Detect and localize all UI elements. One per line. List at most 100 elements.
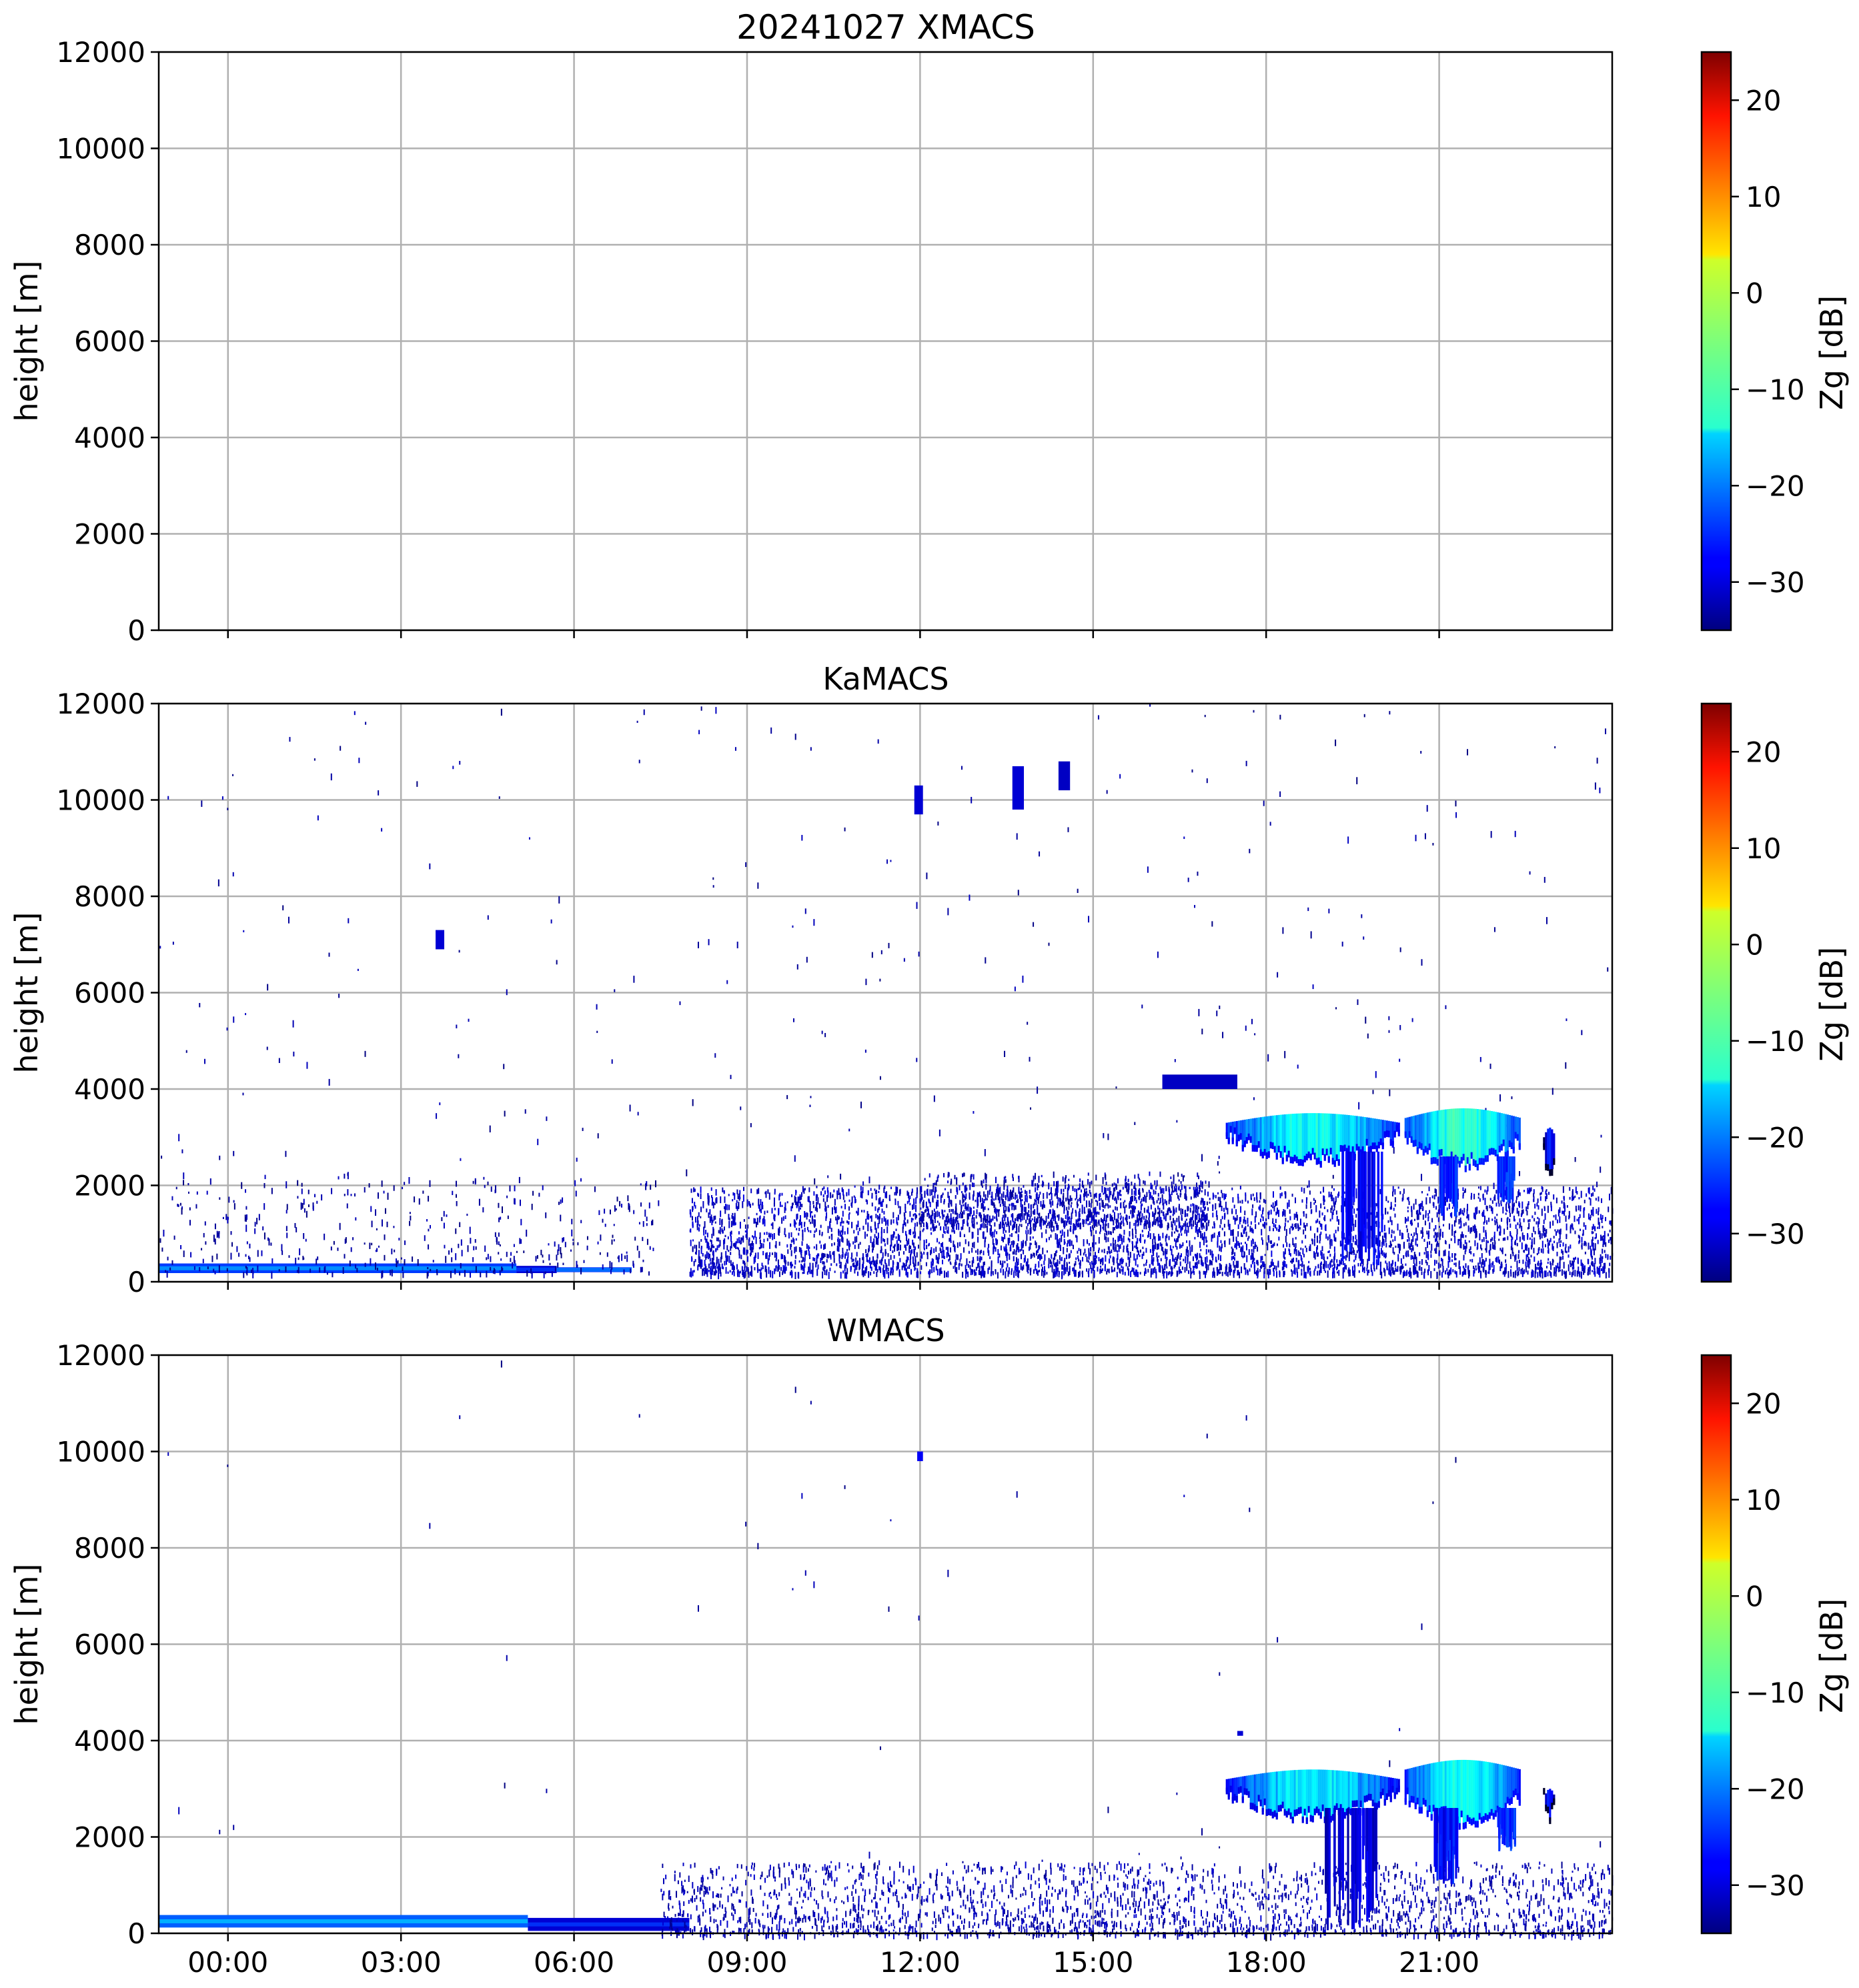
colorbar: 20 10 0 −10 −20 −30 Zg [dB] xyxy=(1700,51,1850,632)
echo-patch xyxy=(1058,761,1071,791)
colorbar-tick-label: −30 xyxy=(1746,566,1805,599)
echo-patch xyxy=(1237,1731,1243,1736)
panel-xmacs: 20241027 XMACS 0 2000 4000 6000 8000 10000 120… xyxy=(9,8,1850,647)
y-tick-label: 6000 xyxy=(74,977,145,1010)
colorbar-tick-label: −10 xyxy=(1746,373,1805,406)
colorbar: 20 10 0 −10 −20 −30 Zg [dB] xyxy=(1700,702,1850,1283)
y-tick-label: 8000 xyxy=(74,1532,145,1565)
colorbar-gradient xyxy=(1702,704,1731,1282)
echo-patch xyxy=(1012,766,1025,810)
echo-fallstreak xyxy=(1439,1156,1458,1217)
colorbar-tick-label: −20 xyxy=(1746,1773,1805,1805)
echo-speckle xyxy=(159,704,1609,1192)
colorbar-label: Zg [dB] xyxy=(1814,295,1850,410)
echo-fallstreak xyxy=(1497,1156,1515,1204)
colorbar-label: Zg [dB] xyxy=(1814,947,1850,1062)
echo-cloud xyxy=(1543,1127,1556,1176)
colorbar-label: Zg [dB] xyxy=(1814,1599,1850,1713)
x-tick-label: 00:00 xyxy=(187,1946,268,1979)
x-tick-label: 12:00 xyxy=(880,1946,961,1979)
x-tick-label: 06:00 xyxy=(534,1946,614,1979)
echo-cloud xyxy=(1225,1769,1400,1825)
colorbar-tick-label: 20 xyxy=(1746,1387,1781,1420)
colorbar-frame xyxy=(1700,702,1732,1283)
x-tick-label: 18:00 xyxy=(1226,1946,1307,1979)
x-tick-label: 09:00 xyxy=(706,1946,787,1979)
x-tick-label: 15:00 xyxy=(1053,1946,1133,1979)
echo-patch xyxy=(914,785,923,815)
colorbar-frame xyxy=(1700,1354,1732,1935)
colorbar-tick-label: −20 xyxy=(1746,1121,1805,1154)
echo-speckle xyxy=(159,1176,660,1279)
echo-patch xyxy=(917,1451,923,1461)
colorbar-tick-label: 10 xyxy=(1746,832,1781,865)
y-tick-label: 6000 xyxy=(74,325,145,358)
panel-title: 20241027 XMACS xyxy=(736,8,1035,47)
y-tick-label: 8000 xyxy=(74,880,145,913)
colorbar-tick-label: 20 xyxy=(1746,736,1781,768)
echo-speckle xyxy=(920,1171,1210,1232)
x-tick-label: 03:00 xyxy=(361,1946,442,1979)
echo-speckle xyxy=(167,1360,1602,1865)
echo-fallstreak xyxy=(1341,1151,1383,1266)
colorbar-tick-label: −30 xyxy=(1746,1869,1805,1902)
colorbar-tick-label: 0 xyxy=(1746,277,1764,309)
y-axis-label: height [m] xyxy=(9,912,45,1074)
echo-fallstreak xyxy=(1433,1808,1459,1884)
colorbar-tick-label: −10 xyxy=(1746,1025,1805,1058)
y-tick-label: 8000 xyxy=(74,229,145,261)
echo-fallstreak xyxy=(1325,1808,1377,1931)
echo-layer-core xyxy=(556,1267,632,1272)
y-tick-label: 4000 xyxy=(74,421,145,454)
y-tick-label: 12000 xyxy=(56,688,145,720)
echo-fallstreak xyxy=(1497,1808,1516,1851)
colorbar-tick-label: 0 xyxy=(1746,1580,1764,1613)
x-tick-label: 21:00 xyxy=(1399,1946,1479,1979)
panel-title: KaMACS xyxy=(822,661,949,697)
y-tick-label: 6000 xyxy=(74,1629,145,1661)
y-tick-label: 0 xyxy=(127,614,145,647)
y-tick-label: 4000 xyxy=(74,1073,145,1106)
colorbar-gradient xyxy=(1702,52,1731,630)
y-tick-label: 10000 xyxy=(56,133,145,165)
y-tick-label: 0 xyxy=(127,1917,145,1950)
echo-speckle xyxy=(660,1861,1614,1941)
y-tick-label: 2000 xyxy=(74,1821,145,1854)
radar-echoes xyxy=(159,704,1614,1280)
y-tick-label: 12000 xyxy=(56,1339,145,1372)
echo-layer-core xyxy=(159,1919,528,1923)
colorbar-tick-label: 20 xyxy=(1746,84,1781,117)
colorbar-tick-label: 10 xyxy=(1746,181,1781,213)
y-tick-label: 4000 xyxy=(74,1725,145,1757)
colorbar-tick-label: −20 xyxy=(1746,469,1805,502)
y-tick-label: 10000 xyxy=(56,784,145,817)
y-axis-label: height [m] xyxy=(9,261,45,422)
echo-layer-core xyxy=(528,1922,690,1927)
echo-layer-core xyxy=(516,1267,557,1272)
y-axis-label: height [m] xyxy=(9,1564,45,1725)
panel-title: WMACS xyxy=(826,1312,945,1348)
y-tick-label: 0 xyxy=(127,1266,145,1298)
echo-cloud xyxy=(1225,1113,1400,1168)
echo-speckle xyxy=(689,1185,1614,1280)
colorbar-tick-label: 10 xyxy=(1746,1484,1781,1517)
panel-kamacs: KaMACS 0 2000 4000 6000 8000 10000 12000 height… xyxy=(9,661,1850,1298)
colorbar-gradient xyxy=(1702,1355,1731,1933)
echo-patch xyxy=(436,930,445,950)
echo-layer-core xyxy=(159,1266,517,1270)
colorbar: 20 10 0 −10 −20 −30 Zg [dB] xyxy=(1700,1354,1850,1935)
y-tick-label: 2000 xyxy=(74,518,145,551)
echo-cloud xyxy=(1404,1108,1521,1172)
y-tick-label: 2000 xyxy=(74,1170,145,1202)
panel-wmacs: WMACS 0 2000 4000 6000 8000 10000 12000 00:00 03… xyxy=(9,1312,1850,1979)
colorbar-tick-label: −10 xyxy=(1746,1677,1805,1709)
echo-patch xyxy=(1162,1074,1237,1089)
colorbar-frame xyxy=(1700,51,1732,632)
echo-cloud xyxy=(1404,1759,1521,1830)
radar-echoes xyxy=(159,1360,1614,1941)
colorbar-tick-label: 0 xyxy=(1746,928,1764,961)
y-tick-label: 10000 xyxy=(56,1436,145,1468)
y-tick-label: 12000 xyxy=(56,36,145,69)
colorbar-tick-label: −30 xyxy=(1746,1218,1805,1250)
